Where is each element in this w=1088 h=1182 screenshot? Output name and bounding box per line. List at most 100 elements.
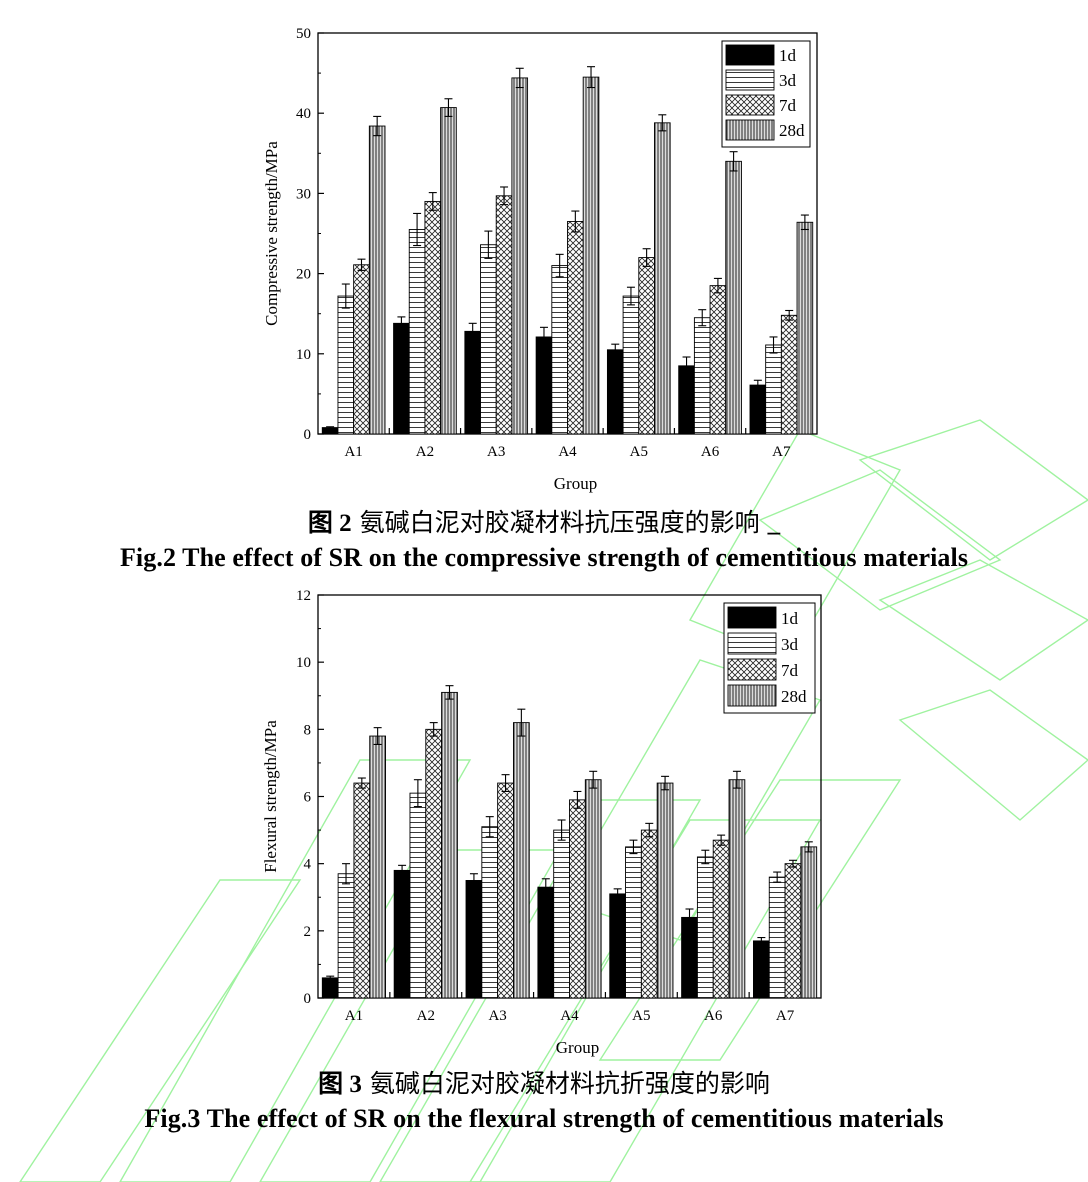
figure2-caption-cn-suffix: _ — [767, 510, 781, 537]
error-bar-28d-A6 — [732, 770, 741, 789]
legend-label-3d: 3d — [779, 71, 797, 90]
error-bar-1d-A3 — [469, 873, 478, 888]
error-bar-7d-A4 — [573, 790, 582, 809]
error-bar-3d-A3 — [484, 230, 493, 259]
bar-3d-A4 — [553, 829, 570, 999]
error-bar-28d-A5 — [661, 775, 670, 791]
x-axis-title: Group — [554, 474, 597, 493]
error-bar-3d-A1 — [342, 863, 351, 885]
bar-1d-A3 — [465, 880, 483, 999]
error-bar-7d-A4 — [571, 210, 580, 233]
figure3-caption-cn-prefix: 图 3 — [318, 1071, 362, 1098]
error-bar-28d-A3 — [517, 708, 526, 737]
error-bar-3d-A3 — [485, 816, 494, 838]
bar-7d-A3 — [497, 782, 514, 999]
error-bar-7d-A3 — [500, 186, 509, 206]
error-bar-1d-A6 — [682, 356, 691, 376]
y-tick-label: 0 — [304, 991, 312, 1007]
error-bar-1d-A4 — [539, 326, 548, 348]
y-tick-label: 12 — [296, 588, 311, 604]
figure3-caption-cn-text: 氨碱白泥对胶凝材料抗折强度的影响 — [369, 1069, 770, 1098]
bar-1d-A2 — [393, 869, 411, 999]
bar-3d-A1 — [337, 873, 355, 999]
error-bar-1d-A7 — [753, 379, 762, 391]
x-tick-label: A1 — [344, 444, 362, 460]
error-bar-7d-A2 — [429, 722, 438, 737]
x-tick-label: A4 — [558, 444, 577, 460]
figure3-caption-en: Fig.3 The effect of SR on the flexural s… — [144, 1104, 944, 1133]
bar-28d-A5 — [656, 782, 674, 999]
bar-3d-A2 — [409, 792, 427, 999]
x-tick-label: A3 — [487, 444, 505, 460]
bar-28d-A4 — [584, 779, 602, 999]
legend-swatch-1d — [727, 606, 777, 629]
error-bar-3d-A4 — [557, 819, 566, 841]
bar-7d-A2 — [425, 728, 443, 999]
error-bar-7d-A6 — [713, 277, 722, 294]
legend-swatch-3d — [725, 69, 775, 91]
error-bar-7d-A2 — [428, 192, 437, 211]
figure2-caption-cn-text: 氨碱白泥对胶凝材料抗压强度的影响 — [359, 508, 760, 537]
error-bar-3d-A6 — [698, 309, 707, 327]
bar-3d-A6 — [696, 856, 714, 999]
error-bar-3d-A5 — [629, 839, 638, 855]
error-bar-3d-A7 — [769, 336, 778, 354]
y-tick-label: 10 — [296, 347, 311, 363]
legend-swatch-28d — [725, 119, 775, 141]
y-tick-label: 2 — [304, 924, 312, 940]
x-tick-label: A4 — [560, 1008, 579, 1024]
legend-label-3d: 3d — [781, 635, 799, 654]
y-tick-label: 0 — [304, 427, 312, 443]
error-bar-1d-A2 — [398, 864, 407, 876]
x-axis-title: Group — [556, 1038, 599, 1057]
x-tick-label: A2 — [416, 444, 434, 460]
legend-swatch-7d — [727, 658, 777, 681]
legend-swatch-28d — [727, 684, 777, 707]
y-tick-label: 10 — [296, 655, 311, 671]
bar-28d-A2 — [441, 691, 458, 999]
error-bar-28d-A1 — [373, 727, 382, 745]
error-bar-3d-A5 — [626, 286, 635, 306]
error-bar-7d-A1 — [357, 258, 366, 271]
error-bar-7d-A6 — [717, 834, 726, 846]
figure2-caption-cn-prefix: 图 2 — [307, 510, 352, 537]
error-bar-1d-A4 — [541, 878, 550, 897]
error-bar-7d-A1 — [357, 777, 366, 789]
error-bar-28d-A7 — [804, 841, 813, 853]
x-tick-label: A6 — [704, 1008, 723, 1024]
figure3-caption-cn: 图 3 氨碱白泥对胶凝材料抗折强度的影响 — [0, 1064, 1088, 1100]
error-bar-3d-A6 — [701, 849, 710, 865]
legend-label-7d: 7d — [779, 96, 797, 115]
legend-swatch-3d — [727, 632, 777, 655]
x-tick-label: A3 — [488, 1008, 506, 1024]
x-tick-label: A7 — [776, 1008, 795, 1024]
error-bar-7d-A7 — [785, 309, 794, 321]
x-tick-label: A2 — [417, 1008, 435, 1024]
error-bar-1d-A6 — [685, 908, 694, 927]
y-tick-label: 20 — [296, 267, 311, 283]
error-bar-1d-A1 — [326, 426, 335, 429]
y-axis-title: Flexural strength/MPa — [261, 720, 280, 873]
x-tick-label: A6 — [701, 444, 720, 460]
error-bar-3d-A1 — [341, 283, 350, 309]
error-bar-3d-A2 — [413, 779, 422, 808]
error-bar-28d-A1 — [373, 115, 382, 137]
error-bar-28d-A4 — [587, 66, 596, 89]
error-bar-3d-A2 — [413, 212, 422, 247]
bar-1d-A6 — [681, 916, 698, 999]
error-bar-1d-A5 — [613, 888, 622, 900]
legend-swatch-1d — [725, 44, 775, 66]
error-bar-7d-A3 — [501, 774, 510, 793]
error-bar-28d-A3 — [515, 67, 524, 89]
error-bar-1d-A2 — [397, 316, 406, 331]
error-bar-28d-A2 — [445, 685, 454, 700]
bar-7d-A1 — [353, 782, 371, 999]
error-bar-28d-A7 — [800, 214, 809, 231]
legend-label-1d: 1d — [779, 46, 797, 65]
y-tick-label: 8 — [304, 722, 312, 738]
error-bar-1d-A3 — [468, 322, 477, 340]
bar-28d-A7 — [800, 846, 818, 999]
bar-28d-A6 — [728, 779, 746, 999]
